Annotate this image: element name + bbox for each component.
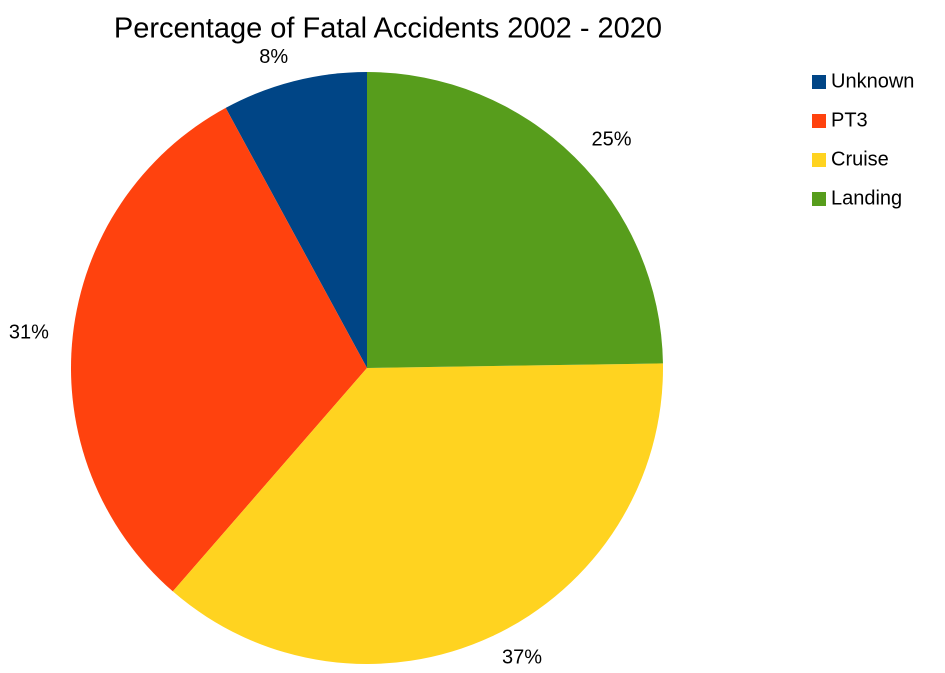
data-label: 25%: [592, 128, 632, 150]
data-label: 8%: [259, 46, 288, 68]
legend-label: Landing: [831, 187, 902, 209]
legend-label: PT3: [831, 109, 868, 131]
pie-slice: [367, 72, 663, 368]
data-label: 31%: [9, 322, 49, 344]
legend-label: Cruise: [831, 148, 889, 170]
legend-label: Unknown: [831, 70, 914, 92]
pie-slice: [225, 72, 367, 368]
data-label: 37%: [502, 646, 542, 668]
legend-swatch: [812, 153, 826, 167]
legend-swatch: [812, 114, 826, 128]
legend-swatch: [812, 192, 826, 206]
pie-slice: [172, 363, 663, 664]
pie-slice: [70, 107, 367, 592]
legend-swatch: [812, 75, 826, 89]
chart-title: Percentage of Fatal Accidents 2002 - 202…: [114, 13, 662, 45]
